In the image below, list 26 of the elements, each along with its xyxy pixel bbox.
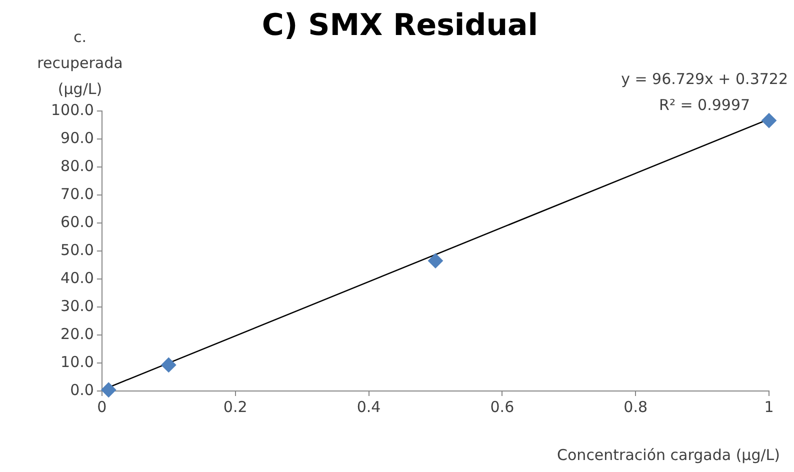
x-tick-label: 0.6	[490, 398, 514, 416]
y-tick-label: 100.0	[50, 100, 94, 119]
y-tick-label: 70.0	[60, 184, 94, 203]
y-axis-title: c. recuperada (µg/L)	[36, 27, 124, 100]
y-tick-label: 20.0	[60, 324, 94, 343]
x-tick-label: 0.4	[356, 398, 381, 416]
text: y = 96.729x + 0.3722	[621, 69, 788, 90]
point	[762, 113, 776, 128]
chart-title: C) SMX Residual	[260, 8, 540, 43]
y-tick-label: 50.0	[60, 240, 94, 259]
y-tick-label: 10.0	[60, 352, 94, 371]
y-tick-label: 30.0	[60, 296, 94, 315]
x-axis-title: Concentración cargada (µg/L)	[557, 446, 780, 464]
x-tick-label: 1	[764, 398, 774, 416]
x-tick-label: 0	[97, 398, 107, 416]
x-tick-label: 0.8	[624, 398, 648, 416]
y-tick-label: 0.0	[70, 380, 94, 399]
y-tick-label: 90.0	[60, 128, 94, 147]
y-tick-label: 40.0	[60, 268, 94, 287]
x-tick-label: 0.2	[223, 398, 248, 416]
annotation: R² = 0.9997	[658, 95, 752, 116]
point	[161, 357, 176, 372]
y-tick-label: 80.0	[60, 156, 94, 175]
point	[428, 253, 443, 268]
y-tick-label: 60.0	[60, 212, 94, 231]
point	[101, 382, 116, 398]
